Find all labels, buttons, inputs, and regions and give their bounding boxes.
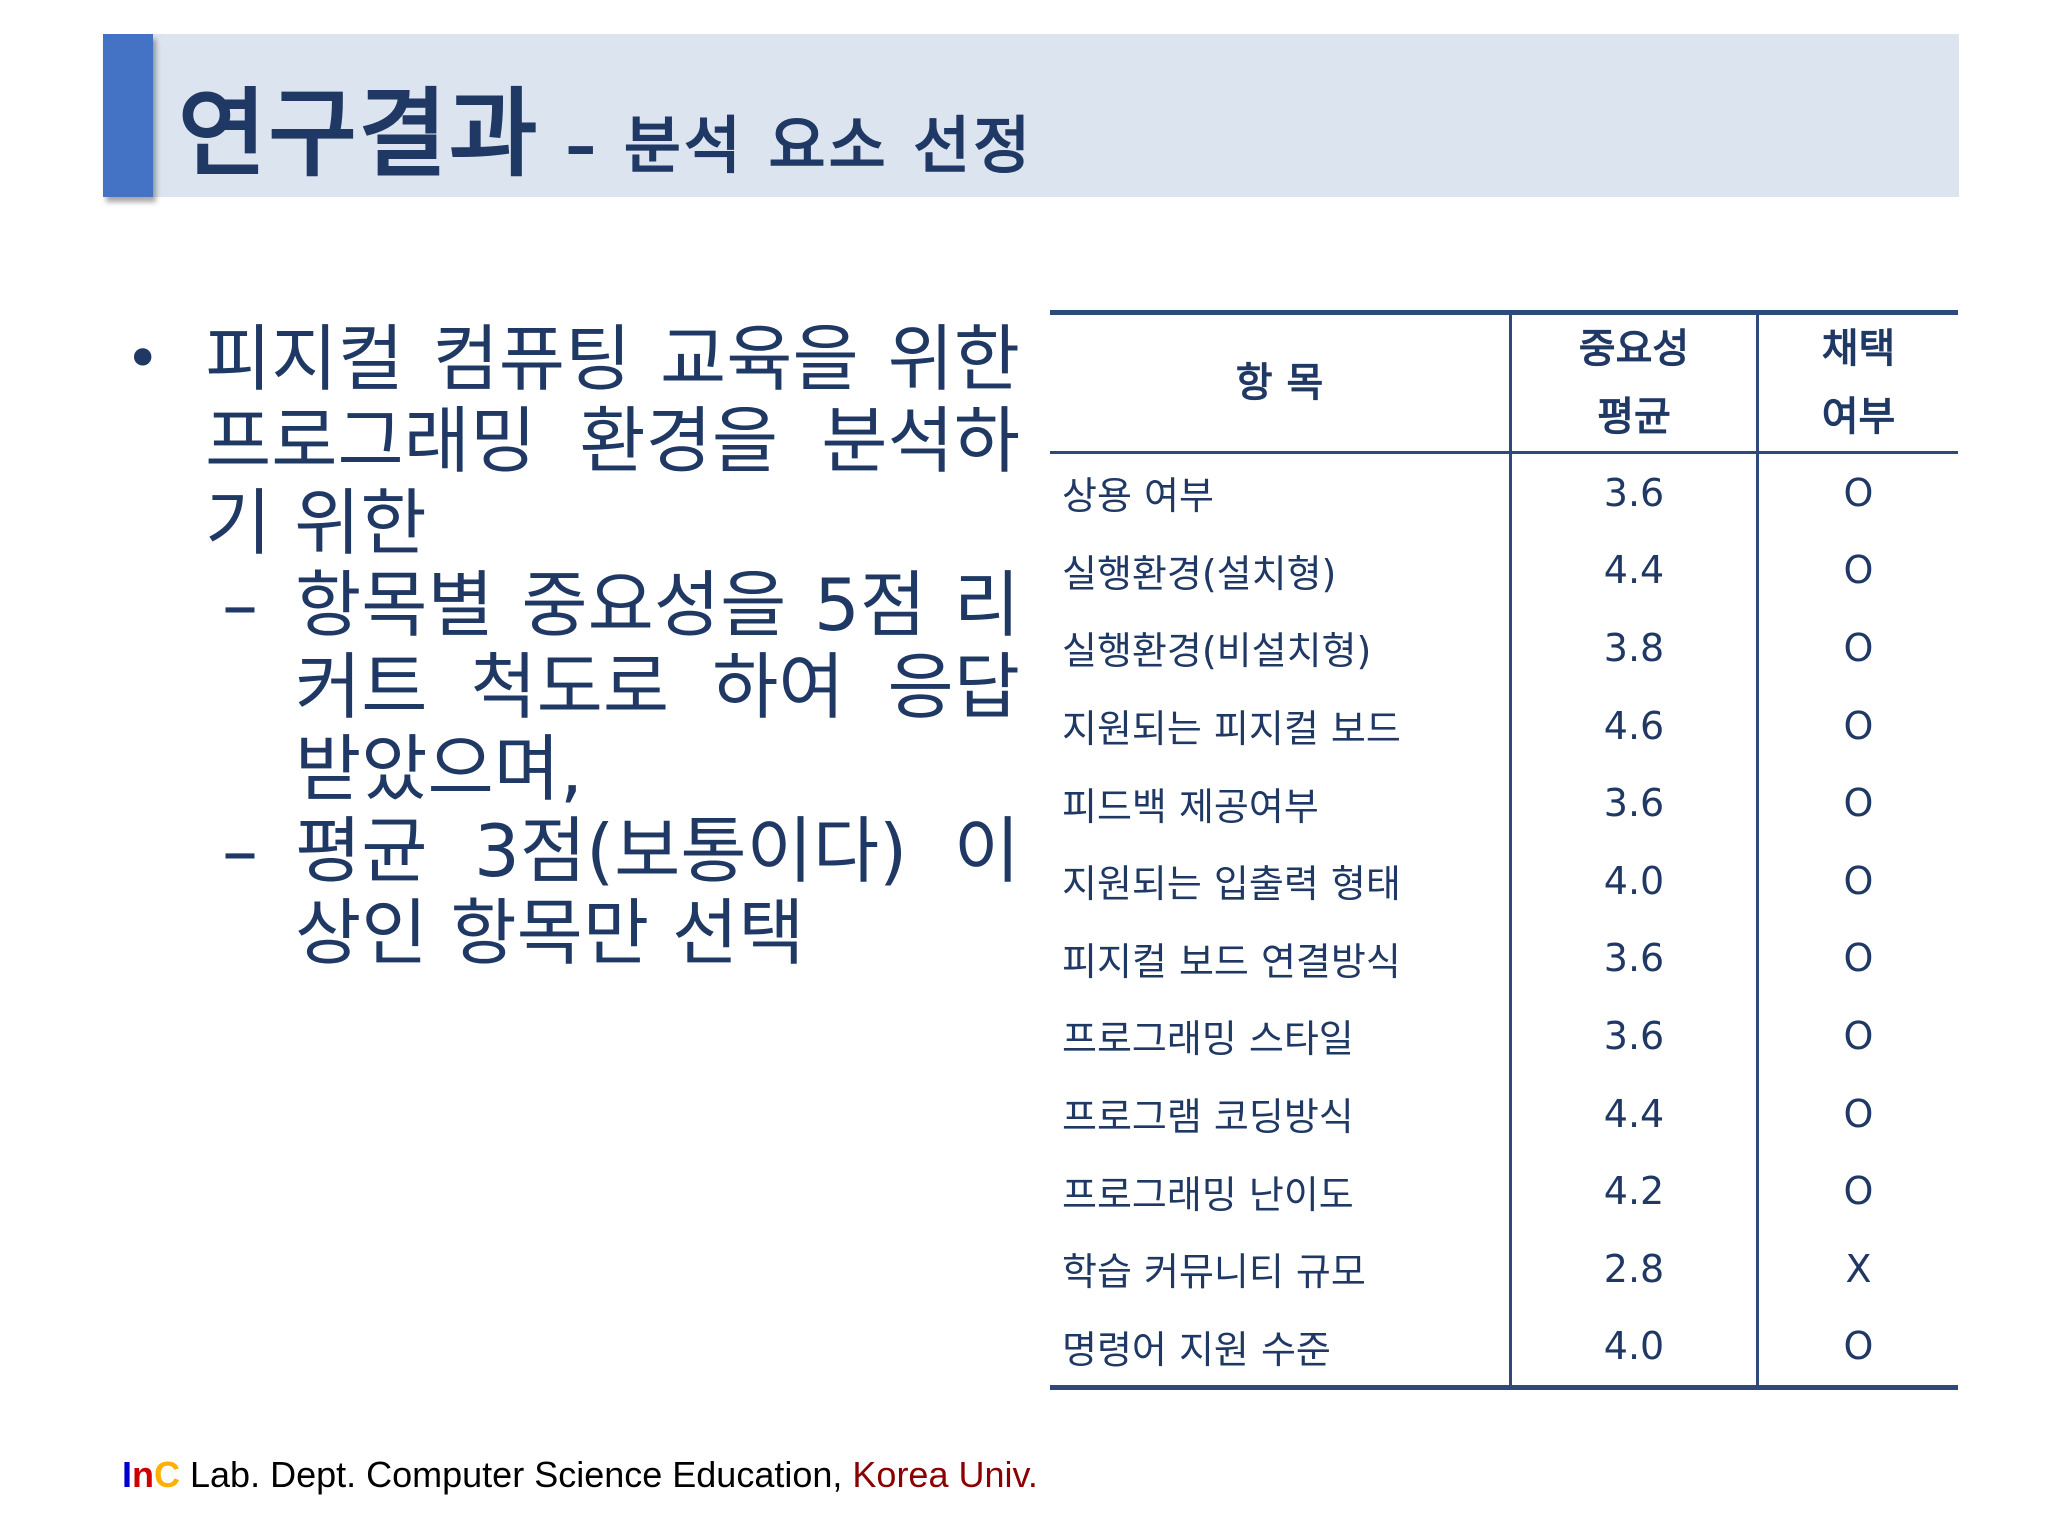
sub-bullet-marker: – (222, 809, 258, 893)
cell-adopted: O (1843, 1013, 1874, 1058)
cell-item: 실행환경(설치형) (1050, 531, 1512, 610)
table-header-row: 항 목 중요성 평균 채택 여부 (1050, 312, 1959, 453)
table-row: 프로그램 코딩방식 4.4 O (1050, 1074, 1958, 1153)
table-row: 지원되는 피지컬 보드 4.6 O (1050, 686, 1958, 765)
header-importance-line2: 평균 (1597, 394, 1671, 440)
cell-avg: 3.6 (1510, 997, 1759, 1075)
cell-item: 피드백 제공여부 (1050, 764, 1512, 842)
table-row: 명령어 지원 수준 4.0 O (1050, 1307, 1958, 1388)
sub-bullet-item: – 평균 3점(보통이다) 이상인 항목만 선택 (120, 810, 1020, 974)
cell-adopted: O (1843, 858, 1874, 903)
header-importance-line1: 중요성 (1578, 326, 1690, 372)
cell-item: 지원되는 입출력 형태 (1050, 841, 1512, 920)
cell-adopted: O (1843, 703, 1874, 748)
cell-adopted: O (1843, 936, 1874, 981)
bullet-marker: • (125, 324, 161, 394)
bullet-item: • 피지컬 컴퓨팅 교육을 위한 프로그래밍 환경을 분석하기 위한 (120, 318, 1020, 564)
header-adopt-line1: 채택 (1821, 326, 1896, 372)
footer: InC Lab. Dept. Computer Science Educatio… (122, 1454, 1038, 1496)
logo-letter-i: I (122, 1454, 133, 1495)
table-row: 지원되는 입출력 형태 4.0 O (1050, 841, 1958, 920)
analysis-table: 항 목 중요성 평균 채택 여부 상용 여부 3.6 O 실행환경(설치형) (1050, 310, 1958, 1390)
sub-bullet-marker: – (222, 563, 258, 647)
cell-item: 피지컬 보드 연결방식 (1050, 919, 1512, 998)
cell-item: 상용 여부 (1050, 452, 1512, 532)
bullet-text: 피지컬 컴퓨팅 교육을 위한 프로그래밍 환경을 분석하기 위한 (205, 317, 1020, 565)
header-adopted: 채택 여부 (1758, 313, 1959, 453)
cell-avg: 3.6 (1510, 764, 1759, 842)
sub-bullet-text: 평균 3점(보통이다) 이상인 항목만 선택 (295, 809, 1020, 975)
footer-lab-text: Lab. Dept. Computer Science Education, (180, 1454, 853, 1495)
table-row: 프로그래밍 스타일 3.6 O (1050, 997, 1958, 1075)
cell-avg: 3.6 (1510, 919, 1759, 998)
header-item: 항 목 (1050, 312, 1512, 453)
logo-letter-c: C (154, 1454, 181, 1495)
cell-avg: 3.6 (1510, 452, 1759, 532)
cell-item: 프로그램 코딩방식 (1050, 1074, 1512, 1153)
cell-item: 지원되는 피지컬 보드 (1050, 686, 1512, 765)
cell-item: 학습 커뮤니티 규모 (1050, 1229, 1512, 1308)
cell-avg: 2.8 (1510, 1229, 1759, 1308)
table-row: 실행환경(비설치형) 3.8 O (1050, 609, 1958, 687)
title-band (103, 34, 1959, 197)
analysis-table-container: 항 목 중요성 평균 채택 여부 상용 여부 3.6 O 실행환경(설치형) (1050, 310, 1958, 1390)
cell-avg: 4.4 (1510, 531, 1759, 610)
cell-avg: 4.0 (1510, 841, 1759, 920)
cell-adopted: O (1843, 1169, 1874, 1214)
cell-item: 실행환경(비설치형) (1050, 609, 1512, 687)
sub-bullet-text: 항목별 중요성을 5점 리커트 척도로 하여 응답 받았으며, (295, 563, 1020, 811)
title-main: 연구결과 (178, 78, 540, 190)
cell-avg: 4.2 (1510, 1152, 1759, 1230)
cell-item: 프로그래밍 난이도 (1050, 1152, 1512, 1230)
table-row: 학습 커뮤니티 규모 2.8 X (1050, 1229, 1958, 1308)
header-importance-avg: 중요성 평균 (1510, 312, 1759, 453)
sub-bullet-item: – 항목별 중요성을 5점 리커트 척도로 하여 응답 받았으며, (120, 564, 1020, 810)
header-adopt-line2: 여부 (1821, 394, 1896, 440)
table-row: 피드백 제공여부 3.6 O (1050, 764, 1958, 842)
table-row: 실행환경(설치형) 4.4 O (1050, 531, 1958, 610)
cell-item: 명령어 지원 수준 (1050, 1307, 1512, 1388)
cell-adopted: O (1843, 1324, 1874, 1369)
logo-letter-n: n (132, 1454, 155, 1495)
cell-avg: 4.6 (1510, 686, 1759, 765)
cell-item: 프로그래밍 스타일 (1050, 997, 1512, 1075)
cell-adopted: O (1843, 781, 1874, 826)
cell-avg: 3.8 (1510, 609, 1759, 687)
footer-university: Korea Univ. (852, 1454, 1038, 1495)
bullet-list: • 피지컬 컴퓨팅 교육을 위한 프로그래밍 환경을 분석하기 위한 – 항목별… (120, 318, 1020, 974)
cell-avg: 4.0 (1510, 1307, 1759, 1388)
cell-adopted: X (1845, 1246, 1872, 1291)
slide-title: 연구결과 – 분석 요소 선정 (178, 56, 1033, 190)
title-accent-bar (103, 34, 153, 197)
title-subtitle: – 분석 요소 선정 (565, 109, 1034, 182)
table-row: 피지컬 보드 연결방식 3.6 O (1050, 919, 1958, 998)
cell-adopted: O (1843, 470, 1874, 515)
table-row: 프로그래밍 난이도 4.2 O (1050, 1152, 1958, 1230)
cell-adopted: O (1843, 548, 1874, 593)
cell-adopted: O (1843, 625, 1874, 670)
table-row: 상용 여부 3.6 O (1050, 452, 1958, 532)
cell-avg: 4.4 (1510, 1074, 1759, 1153)
cell-adopted: O (1843, 1091, 1874, 1136)
